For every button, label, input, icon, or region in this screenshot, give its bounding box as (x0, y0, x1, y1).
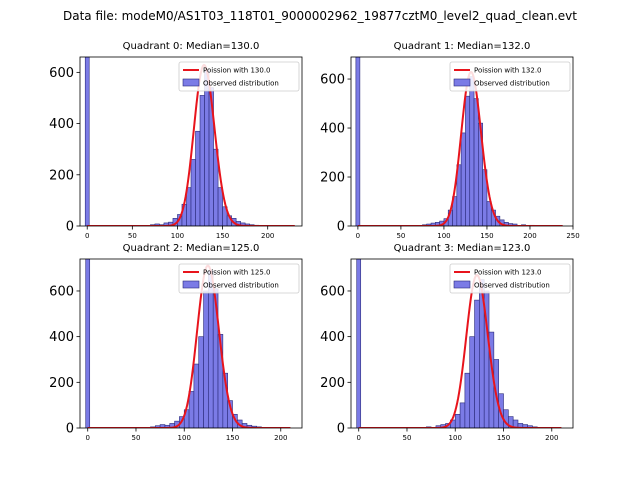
histogram-bar (469, 336, 475, 428)
x-tick-label: 50 (396, 232, 405, 240)
histogram-bar (193, 363, 200, 428)
y-tick-label: 600 (320, 73, 345, 88)
histogram-bar (199, 95, 205, 226)
x-tick-label: 0 (85, 434, 89, 442)
histogram-bar (190, 159, 196, 226)
quadrant-3-legend: Poission with 123.0 Observed distribution (449, 263, 571, 294)
histogram-bar (355, 57, 361, 226)
legend-swatch-observed (453, 280, 471, 289)
histogram-bar (195, 130, 201, 226)
histogram-bar (217, 187, 223, 226)
legend-label-poisson: Poission with 123.0 (474, 269, 542, 277)
legend-label-observed: Observed distribution (474, 282, 550, 290)
x-tick-label: 200 (545, 434, 558, 442)
quadrant-3-axes-frame (350, 258, 574, 429)
histogram-bar (459, 402, 466, 428)
x-tick-label: 50 (132, 434, 141, 442)
quadrant-1-axes-frame (350, 56, 574, 227)
quadrant-2-legend: Poission with 125.0 Observed distribution (178, 263, 300, 294)
poisson-curve (87, 64, 295, 226)
histogram-bar (85, 259, 91, 428)
x-tick-label: 200 (261, 232, 274, 240)
y-tick-label: 0 (337, 220, 345, 235)
histogram-bar (356, 259, 362, 428)
y-tick-label: 0 (337, 422, 345, 437)
x-tick-label: 0 (356, 232, 360, 240)
x-tick-label: 0 (85, 232, 89, 240)
y-tick-label: 600 (49, 66, 74, 81)
x-tick-label: 250 (566, 232, 579, 240)
legend-swatch-observed (182, 78, 200, 87)
histogram-bar (473, 98, 479, 226)
histogram-bar (460, 132, 466, 226)
x-tick-label: 50 (128, 232, 137, 240)
x-tick-label: 100 (171, 232, 184, 240)
histogram-bar (474, 299, 480, 428)
y-tick-label: 200 (49, 376, 74, 391)
legend-label-poisson: Poission with 132.0 (474, 67, 542, 75)
histogram-bar (465, 95, 471, 226)
legend-label-observed: Observed distribution (203, 80, 279, 88)
figure-title: Data file: modeM0/AS1T03_118T01_90000029… (63, 9, 577, 23)
legend-box (178, 61, 300, 92)
legend-label-poisson: Poission with 125.0 (203, 269, 271, 277)
y-tick-label: 400 (320, 330, 345, 345)
legend-box (449, 61, 571, 92)
y-tick-label: 0 (66, 220, 74, 235)
y-tick-label: 200 (49, 168, 74, 183)
legend-label-observed: Observed distribution (203, 282, 279, 290)
x-tick-label: 0 (356, 434, 360, 442)
histogram-bar (204, 69, 210, 226)
x-tick-label: 100 (178, 434, 191, 442)
y-tick-label: 400 (320, 122, 345, 137)
x-tick-label: 200 (274, 434, 287, 442)
legend-swatch-observed (453, 78, 471, 87)
y-tick-label: 400 (49, 330, 74, 345)
x-tick-label: 100 (437, 232, 450, 240)
y-tick-label: 200 (320, 376, 345, 391)
legend-label-observed: Observed distribution (474, 80, 550, 88)
histogram-bar (464, 372, 471, 428)
quadrant-0-plot-area (84, 57, 295, 226)
quadrant-0-title: Quadrant 0: Median=130.0 (123, 41, 260, 52)
x-tick-label: 150 (216, 232, 229, 240)
quadrant-0-panel: Quadrant 0: Median=130.0 0 50 100 150 200 0 200… (49, 41, 303, 240)
quadrant-1-title: Quadrant 1: Median=132.0 (394, 41, 531, 52)
legend-swatch-observed (182, 280, 200, 289)
histogram-bar (454, 413, 461, 428)
y-tick-label: 600 (49, 284, 74, 299)
quadrant-2-axes-frame (79, 258, 303, 429)
y-tick-label: 400 (49, 117, 74, 132)
quadrant-1-panel: Quadrant 1: Median=132.0 0 50 100 150 200 250 0… (320, 41, 580, 240)
quadrant-3-title: Quadrant 3: Median=123.0 (394, 243, 531, 254)
x-tick-label: 50 (403, 434, 412, 442)
histogram-bar (208, 270, 214, 428)
histogram-bar (203, 290, 209, 428)
x-tick-label: 150 (226, 434, 239, 442)
quadrant-1-legend: Poission with 132.0 Observed distribution (449, 61, 571, 92)
y-tick-label: 0 (66, 422, 74, 437)
quadrant-2-panel: Quadrant 2: Median=125.0 0 50 100 150 200 0 200… (49, 243, 303, 442)
poisson-curve (357, 71, 563, 226)
legend-label-poisson: Poission with 130.0 (203, 67, 271, 75)
y-tick-label: 200 (320, 171, 345, 186)
y-tick-label: 600 (320, 284, 345, 299)
quadrant-1-plot-area (355, 57, 563, 226)
quadrant-0-legend: Poission with 130.0 Observed distribution (178, 61, 300, 92)
panels: Quadrant 0: Median=130.0 0 50 100 150 200 0 200… (49, 41, 580, 442)
quadrant-3-panel: Quadrant 3: Median=123.0 0 50 100 150 200 0 200… (320, 243, 574, 442)
quadrant-2-title: Quadrant 2: Median=125.0 (123, 243, 260, 254)
x-tick-label: 150 (480, 232, 493, 240)
quadrant-0-axes-frame (79, 56, 303, 227)
legend-box (449, 263, 571, 294)
histogram-bar (198, 336, 204, 428)
histogram-bar (84, 57, 90, 226)
x-tick-label: 100 (449, 434, 462, 442)
legend-box (178, 263, 300, 294)
histogram-bar (469, 76, 475, 226)
x-tick-label: 150 (497, 434, 510, 442)
x-tick-label: 200 (523, 232, 536, 240)
